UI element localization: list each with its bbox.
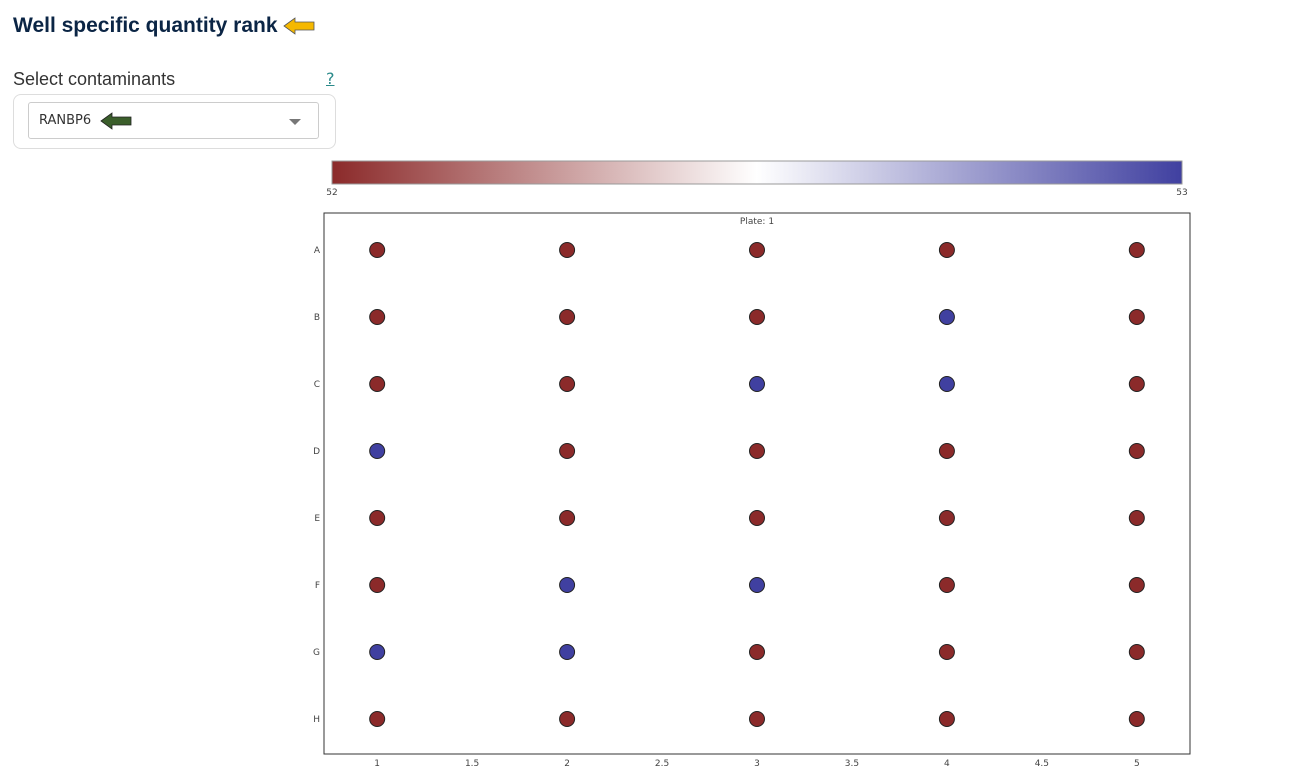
well-point-G5 [1128, 644, 1145, 660]
colorbar [331, 160, 1183, 185]
well-point-E5 [1128, 510, 1145, 526]
plot-frame [323, 212, 1191, 755]
well-point-E4 [938, 510, 955, 526]
y-tick-label: B [314, 313, 320, 323]
well-point-H3 [749, 711, 765, 727]
well-point-B2 [559, 309, 576, 325]
chart-title: Plate: 1 [740, 217, 774, 227]
x-tick-label: 2.5 [655, 759, 669, 769]
well-point-D3 [749, 443, 765, 459]
well-point-G2 [559, 644, 576, 660]
well-point-D5 [1128, 443, 1145, 459]
well-point-H4 [938, 711, 955, 727]
help-link[interactable]: ? [326, 69, 335, 88]
chevron-down-icon [289, 119, 301, 125]
well-point-H1 [369, 711, 386, 727]
contaminant-select[interactable]: RANBP6 [28, 102, 319, 139]
well-point-C1 [369, 376, 386, 392]
x-tick-label: 2 [564, 759, 570, 769]
y-tick-label: E [314, 514, 320, 524]
well-point-B5 [1128, 309, 1145, 325]
y-tick-label: G [313, 648, 320, 658]
y-tick-label: A [314, 246, 321, 256]
well-point-C5 [1128, 376, 1145, 392]
page-title: Well specific quantity rank [13, 14, 316, 38]
y-tick-label: F [315, 581, 320, 591]
colorbar-min-label: 52 [326, 188, 337, 198]
well-point-G4 [938, 644, 955, 660]
well-point-B1 [369, 309, 386, 325]
y-tick-label: C [314, 380, 320, 390]
well-point-E1 [369, 510, 386, 526]
x-tick-label: 3 [754, 759, 760, 769]
x-tick-label: 5 [1134, 759, 1140, 769]
well-point-A2 [559, 242, 576, 258]
selected-value: RANBP6 [39, 113, 92, 128]
well-point-F4 [938, 577, 955, 593]
well-point-B4 [938, 309, 955, 325]
select-label: Select contaminants [13, 69, 176, 89]
well-point-A1 [369, 242, 386, 258]
well-point-A3 [749, 242, 765, 258]
well-point-G1 [369, 644, 386, 660]
well-point-H5 [1128, 711, 1145, 727]
x-tick-label: 4 [944, 759, 950, 769]
well-point-D1 [369, 443, 386, 459]
x-tick-label: 3.5 [845, 759, 859, 769]
yellow-arrow-icon [282, 17, 314, 35]
colorbar-max-label: 53 [1176, 188, 1187, 198]
well-point-G3 [749, 644, 765, 660]
well-point-F1 [369, 577, 386, 593]
x-tick-label: 1 [374, 759, 380, 769]
well-point-E2 [559, 510, 576, 526]
well-point-A5 [1128, 242, 1145, 258]
well-point-H2 [559, 711, 576, 727]
well-point-C2 [559, 376, 576, 392]
well-point-F3 [749, 577, 765, 593]
well-point-C3 [749, 376, 765, 392]
well-point-C4 [938, 376, 955, 392]
well-point-D2 [559, 443, 576, 459]
well-point-A4 [938, 242, 955, 258]
well-point-F2 [559, 577, 576, 593]
well-point-B3 [749, 309, 765, 325]
green-arrow-icon [100, 111, 132, 130]
title-text: Well specific quantity rank [13, 14, 278, 37]
x-tick-label: 1.5 [465, 759, 479, 769]
well-point-D4 [938, 443, 955, 459]
y-tick-label: D [313, 447, 320, 457]
well-point-E3 [749, 510, 765, 526]
select-container: RANBP6 [13, 94, 336, 149]
y-tick-label: H [313, 715, 320, 725]
well-point-F5 [1128, 577, 1145, 593]
x-tick-label: 4.5 [1035, 759, 1049, 769]
